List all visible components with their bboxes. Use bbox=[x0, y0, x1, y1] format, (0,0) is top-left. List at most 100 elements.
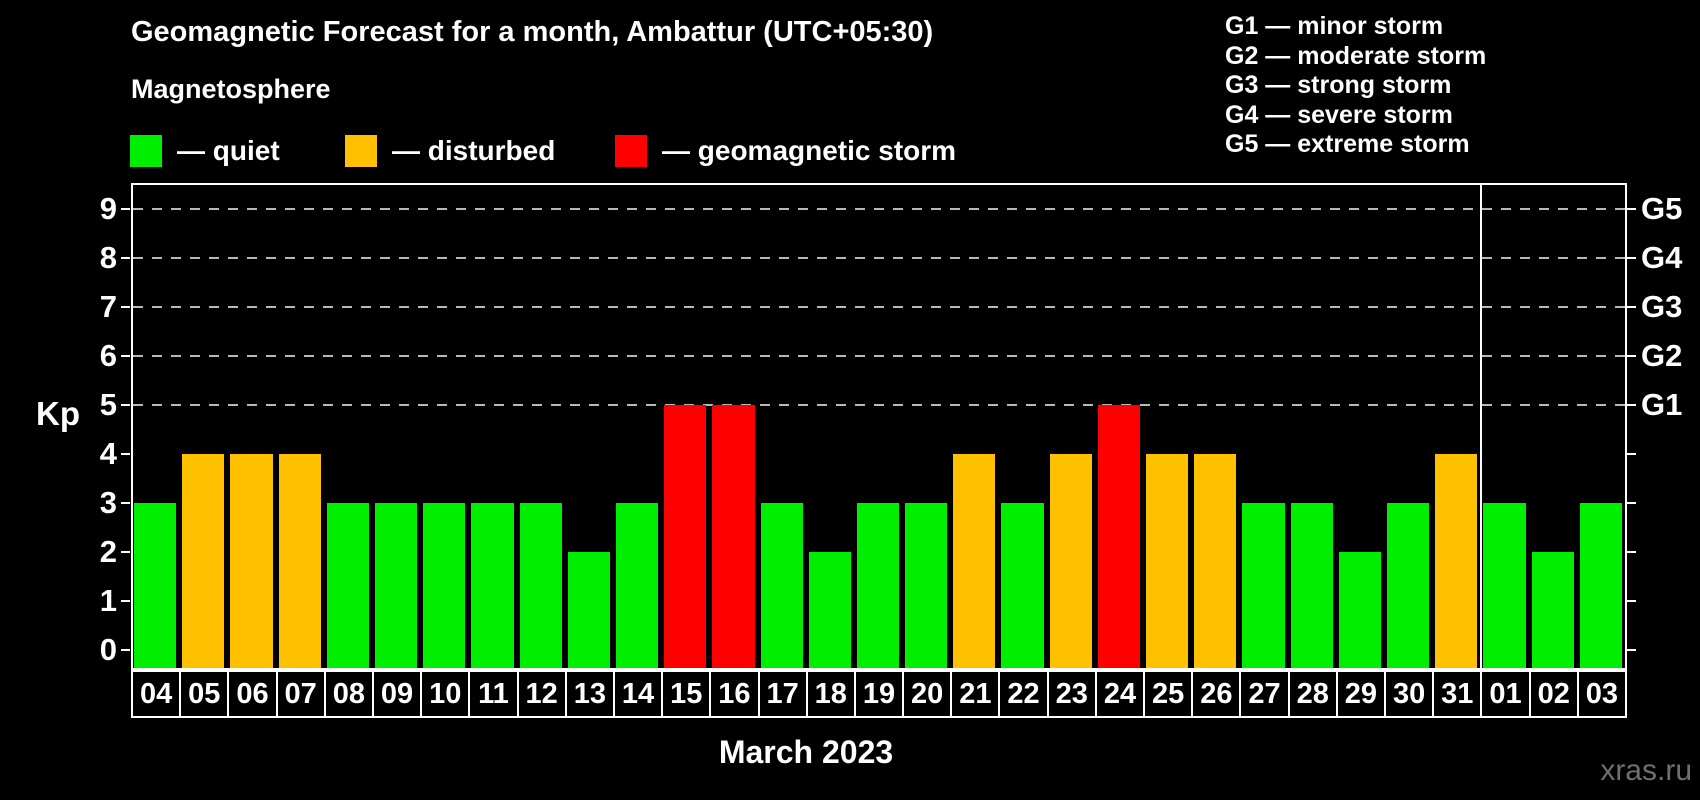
legend-label-disturbed: — disturbed bbox=[392, 135, 556, 166]
month-boundary-line bbox=[1480, 183, 1483, 670]
date-box-29: 29 bbox=[1335, 670, 1387, 718]
kp-bar-01 bbox=[1483, 503, 1526, 668]
date-box-28: 28 bbox=[1287, 670, 1338, 718]
kp-bar-20 bbox=[905, 503, 948, 668]
kp-bar-05 bbox=[182, 454, 225, 668]
g-legend-line-2: G2 — moderate storm bbox=[1225, 41, 1487, 70]
date-box-05: 05 bbox=[179, 670, 230, 718]
date-box-20: 20 bbox=[902, 670, 953, 718]
kp-bar-24 bbox=[1097, 405, 1141, 668]
watermark: xras.ru bbox=[1600, 754, 1692, 787]
date-box-02: 02 bbox=[1528, 670, 1579, 718]
date-box-07: 07 bbox=[275, 670, 326, 718]
right-tick-kp5 bbox=[1627, 404, 1636, 406]
kp-bar-22 bbox=[1001, 503, 1044, 668]
date-box-24: 24 bbox=[1094, 670, 1146, 718]
date-box-31: 31 bbox=[1432, 670, 1483, 718]
date-box-06: 06 bbox=[227, 670, 278, 718]
kp-bar-12 bbox=[519, 503, 562, 668]
date-box-12: 12 bbox=[516, 670, 567, 718]
kp-bar-03 bbox=[1579, 503, 1622, 668]
date-box-04: 04 bbox=[131, 670, 182, 718]
kp-bar-07 bbox=[278, 454, 321, 668]
y-tick-label-4: 4 bbox=[99, 436, 117, 471]
kp-bar-25 bbox=[1146, 454, 1189, 668]
kp-bar-17 bbox=[760, 503, 803, 668]
y-axis-title: Kp bbox=[36, 395, 80, 432]
y-tick-label-9: 9 bbox=[99, 191, 117, 226]
date-box-27: 27 bbox=[1239, 670, 1290, 718]
date-box-01: 01 bbox=[1480, 670, 1531, 718]
kp-bar-15 bbox=[664, 405, 707, 668]
left-tick-kp4 bbox=[121, 453, 130, 455]
legend-item-storm: — geomagnetic storm bbox=[615, 134, 956, 168]
kp-bar-06 bbox=[230, 454, 273, 668]
chart-subtitle: Magnetosphere bbox=[131, 74, 331, 104]
g-label-G3: G3 bbox=[1641, 289, 1683, 324]
chart-title: Geomagnetic Forecast for a month, Ambatt… bbox=[131, 16, 934, 48]
kp-bar-16 bbox=[712, 405, 755, 668]
y-tick-label-7: 7 bbox=[99, 289, 117, 324]
gridline-kp8 bbox=[133, 257, 1625, 259]
date-box-17: 17 bbox=[757, 670, 808, 718]
gridline-kp7 bbox=[133, 306, 1625, 308]
left-tick-kp1 bbox=[121, 600, 130, 602]
right-tick-kp1 bbox=[1627, 600, 1636, 602]
date-box-14: 14 bbox=[612, 670, 664, 718]
right-tick-kp6 bbox=[1627, 355, 1636, 357]
right-tick-kp7 bbox=[1627, 306, 1636, 308]
date-box-16: 16 bbox=[709, 670, 760, 718]
kp-bar-14 bbox=[615, 503, 659, 668]
right-tick-kp9 bbox=[1627, 208, 1636, 210]
date-box-15: 15 bbox=[661, 670, 712, 718]
y-tick-label-6: 6 bbox=[99, 338, 117, 373]
g-legend-line-4: G4 — severe storm bbox=[1225, 100, 1453, 129]
date-box-08: 08 bbox=[323, 670, 374, 718]
gridline-kp5 bbox=[133, 404, 1625, 406]
y-tick-label-5: 5 bbox=[99, 387, 117, 422]
legend-item-quiet: — quiet bbox=[130, 134, 280, 168]
kp-bar-27 bbox=[1242, 503, 1285, 668]
kp-bar-02 bbox=[1531, 552, 1574, 668]
g-label-G4: G4 bbox=[1641, 240, 1683, 275]
disturbed-color-swatch-icon bbox=[345, 135, 377, 167]
date-box-21: 21 bbox=[950, 670, 1001, 718]
left-tick-kp8 bbox=[121, 257, 130, 259]
g-legend-line-1: G1 — minor storm bbox=[1225, 12, 1444, 40]
date-box-25: 25 bbox=[1143, 670, 1194, 718]
left-tick-kp6 bbox=[121, 355, 130, 357]
plot-border-bottom bbox=[131, 668, 1627, 670]
kp-bar-23 bbox=[1049, 454, 1092, 668]
g-label-G2: G2 bbox=[1641, 338, 1683, 373]
date-box-13: 13 bbox=[564, 670, 615, 718]
legend-item-disturbed: — disturbed bbox=[345, 134, 555, 168]
gridline-kp9 bbox=[133, 208, 1625, 210]
kp-bar-chart-plot-area bbox=[131, 183, 1627, 670]
kp-bar-29 bbox=[1338, 552, 1382, 668]
date-box-19: 19 bbox=[853, 670, 905, 718]
left-tick-kp7 bbox=[121, 306, 130, 308]
storm-color-swatch-icon bbox=[615, 135, 647, 167]
g-legend-line-3: G3 — strong storm bbox=[1225, 71, 1452, 100]
kp-bar-21 bbox=[953, 454, 996, 668]
date-box-10: 10 bbox=[420, 670, 471, 718]
kp-bar-13 bbox=[567, 552, 610, 668]
x-axis-month-caption: March 2023 bbox=[718, 734, 894, 770]
kp-bar-10 bbox=[423, 503, 466, 668]
date-box-11: 11 bbox=[468, 670, 519, 718]
left-tick-kp5 bbox=[121, 404, 130, 406]
y-tick-label-1: 1 bbox=[99, 583, 117, 618]
plot-border-left bbox=[131, 183, 133, 670]
left-tick-kp0 bbox=[121, 649, 130, 651]
legend-label-quiet: — quiet bbox=[177, 135, 280, 166]
date-box-03: 03 bbox=[1576, 670, 1627, 718]
kp-bar-08 bbox=[326, 503, 369, 668]
plot-border-right bbox=[1625, 183, 1627, 670]
date-box-30: 30 bbox=[1384, 670, 1435, 718]
plot-border-top bbox=[131, 183, 1627, 185]
g-scale-legend: G1 — minor storm G2 — moderate storm G3 — … bbox=[1225, 12, 1486, 160]
date-box-09: 09 bbox=[371, 670, 423, 718]
y-tick-label-8: 8 bbox=[99, 240, 117, 275]
right-tick-kp4 bbox=[1627, 453, 1636, 455]
